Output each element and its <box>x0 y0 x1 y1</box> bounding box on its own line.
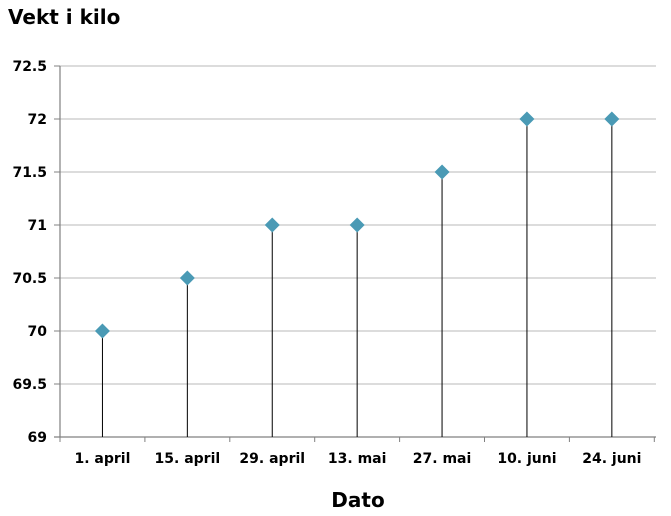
y-tick-label: 70 <box>28 324 48 340</box>
drop-lines <box>101 119 613 437</box>
axes <box>54 65 656 442</box>
x-axis-label: Dato <box>331 488 384 512</box>
y-tick-label: 70.5 <box>12 271 47 287</box>
data-point <box>434 164 450 180</box>
y-tick-label: 71.5 <box>12 165 47 181</box>
gridlines <box>60 65 656 385</box>
x-tick-label: 29. april <box>239 451 305 467</box>
data-point <box>179 270 195 286</box>
x-tick-labels: 1. april 15. april 29. april 13. mai 27. mai… <box>74 451 641 467</box>
y-tick-label: 71 <box>28 218 47 234</box>
data-point <box>604 111 620 127</box>
data-points <box>94 111 620 339</box>
y-tick-label: 72.5 <box>12 59 47 75</box>
data-point <box>349 217 365 233</box>
data-point <box>264 217 280 233</box>
y-tick-label: 72 <box>28 112 47 128</box>
data-point <box>519 111 535 127</box>
x-tick-label: 24. juni <box>582 451 641 467</box>
y-axis-label: Vekt i kilo <box>8 5 120 29</box>
x-tick-label: 27. mai <box>413 451 472 467</box>
x-tick-label: 13. mai <box>328 451 387 467</box>
y-tick-label: 69.5 <box>12 377 47 393</box>
y-tick-label: 69 <box>28 430 47 446</box>
x-tick-label: 10. juni <box>497 451 556 467</box>
x-tick-label: 15. april <box>155 451 221 467</box>
data-point <box>94 323 110 339</box>
x-tick-label: 1. april <box>74 451 130 467</box>
y-tick-labels: 69 69.5 70 70.5 71 71.5 72 72.5 <box>12 59 47 446</box>
